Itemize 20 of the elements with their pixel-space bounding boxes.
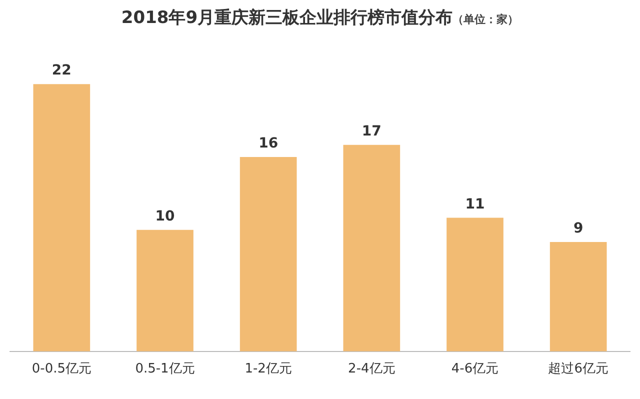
x-tick-label: 超过6亿元: [548, 362, 608, 377]
x-tick-label: 0.5-1亿元: [135, 362, 195, 377]
x-tick-label: 2-4亿元: [348, 362, 396, 377]
bar: [136, 230, 194, 352]
x-tick-label: 1-2亿元: [244, 362, 292, 377]
data-label: 11: [465, 196, 485, 212]
data-label: 10: [155, 208, 175, 225]
bar: [550, 242, 607, 352]
bar: [240, 156, 297, 352]
data-label: 16: [258, 136, 278, 152]
x-tick-label: 0-0.5亿元: [32, 362, 92, 377]
bar: [33, 84, 90, 352]
bar: [446, 218, 504, 352]
data-label: 22: [52, 62, 72, 79]
x-tick-label: 4-6亿元: [451, 362, 499, 377]
chart-subtitle: （单位：家）: [452, 13, 519, 26]
data-label: 9: [573, 220, 584, 237]
bar: [343, 144, 400, 352]
data-label: 17: [362, 123, 382, 140]
chart-title: 2018年9月重庆新三板企业排行榜市值分布: [121, 8, 453, 28]
